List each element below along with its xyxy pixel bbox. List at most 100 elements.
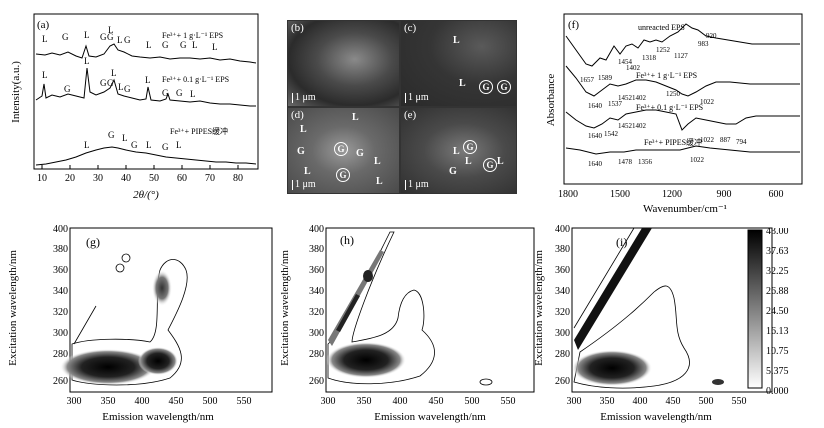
xrd-peak-marks-bot: L G L G L G L bbox=[84, 130, 182, 152]
peak-label: 1640 bbox=[588, 132, 603, 140]
xtick: 450 bbox=[429, 396, 444, 407]
peak-label: 1022 bbox=[690, 156, 705, 164]
ytick: 340 bbox=[53, 286, 68, 297]
colorbar-tick: 32.25 bbox=[766, 266, 789, 277]
phase-mark-L: L bbox=[453, 146, 460, 157]
xrd-panel: (a) Fe³⁺+ 1 g·L⁻¹ EPS Fe³⁺+ 0.1 g·L⁻¹ EP… bbox=[10, 13, 259, 201]
ftir-curve-label: unreacted EPS bbox=[638, 23, 685, 32]
eem-panel-i: (i) bbox=[571, 227, 773, 393]
eem-peak bbox=[326, 342, 406, 378]
colorbar-tick: 0.000 bbox=[766, 386, 789, 396]
phase-mark-G: G bbox=[463, 140, 477, 154]
xtick: 450 bbox=[666, 396, 681, 407]
eem-panel-label: (g) bbox=[86, 235, 100, 249]
xtick: 20 bbox=[65, 173, 75, 184]
ftir-panel: (f) unreacted EPS Fe³⁺+ 1 g·L⁻¹ EPS Fe³⁺… bbox=[545, 13, 803, 215]
scale-bar: 1 μm bbox=[292, 180, 316, 190]
eem-panel-h: (h) bbox=[325, 227, 535, 393]
eem-peak bbox=[572, 350, 652, 386]
eem-ylabel: Excitation wavelength/nm bbox=[534, 250, 545, 366]
xtick: 300 bbox=[321, 396, 336, 407]
xtick: 500 bbox=[465, 396, 480, 407]
xtick: 1200 bbox=[662, 189, 682, 200]
xtick: 70 bbox=[205, 173, 215, 184]
ytick: 300 bbox=[53, 328, 68, 339]
eem-contour bbox=[121, 253, 131, 263]
phase-mark-L: L bbox=[459, 78, 466, 89]
peak-label: 1640 bbox=[588, 102, 603, 110]
ytick: 400 bbox=[309, 224, 324, 235]
peak-label: 1127 bbox=[674, 52, 688, 60]
phase-mark-G: G bbox=[449, 166, 457, 177]
xrd-curve-top bbox=[35, 43, 257, 64]
colorbar-gradient bbox=[747, 229, 763, 389]
peak-mark: G bbox=[107, 32, 114, 42]
eem-panel-label: (h) bbox=[340, 233, 354, 247]
xtick: 500 bbox=[699, 396, 714, 407]
eem-band bbox=[336, 294, 360, 332]
peak-mark: L bbox=[42, 34, 48, 44]
eem-axes-g: 400 380 360 340 320 300 280 260 300 350 … bbox=[7, 224, 252, 423]
colorbar-tick: 37.63 bbox=[766, 246, 789, 257]
peak-label: 1657 bbox=[580, 76, 595, 84]
ytick: 340 bbox=[555, 286, 570, 297]
eem-xticks: 300 350 400 450 500 550 bbox=[321, 396, 516, 407]
peak-label: 1252 bbox=[656, 46, 671, 54]
xtick: 1500 bbox=[610, 189, 630, 200]
phase-mark-L: L bbox=[374, 156, 381, 167]
eem-band bbox=[574, 228, 652, 350]
peak-mark: G bbox=[64, 84, 71, 94]
peak-label: 794 bbox=[736, 138, 747, 146]
ytick: 360 bbox=[555, 265, 570, 276]
xrd-curve-label-top: Fe³⁺+ 1 g·L⁻¹ EPS bbox=[162, 31, 223, 40]
xtick: 550 bbox=[237, 396, 252, 407]
xrd-ylabel: Intensity(a.u.) bbox=[10, 61, 22, 123]
peak-mark: L bbox=[122, 133, 128, 143]
xrd-panel-label: (a) bbox=[37, 19, 50, 31]
scale-bar: 1 μm bbox=[405, 180, 429, 190]
peak-label: 1022 bbox=[700, 136, 715, 144]
colorbar-tick: 16.13 bbox=[766, 326, 789, 337]
xtick: 900 bbox=[717, 189, 732, 200]
ytick: 320 bbox=[53, 307, 68, 318]
eem-yticks: 400 380 360 340 320 300 280 260 bbox=[53, 224, 68, 387]
peak-mark: L bbox=[146, 40, 152, 50]
eem-xlabel: Emission wavelength/nm bbox=[102, 411, 214, 423]
peak-label: 1402 bbox=[632, 122, 647, 130]
eem-axes-i: 400 380 360 340 320 300 280 260 300 350 … bbox=[534, 224, 747, 423]
phase-mark-G: G bbox=[356, 148, 364, 159]
peak-mark: G bbox=[124, 35, 131, 45]
xtick: 40 bbox=[121, 173, 131, 184]
xrd-xlabel: 2θ/(°) bbox=[133, 189, 159, 201]
eem-contour bbox=[327, 231, 435, 385]
ftir-xticks: 1800 1500 1200 900 600 bbox=[558, 189, 784, 200]
peak-label: 1250 bbox=[666, 90, 681, 98]
peak-mark: G bbox=[162, 88, 169, 98]
peak-mark: G bbox=[176, 88, 183, 98]
xtick: 80 bbox=[233, 173, 243, 184]
ftir-curve-01g bbox=[565, 109, 800, 131]
ytick: 260 bbox=[309, 376, 324, 387]
peak-mark: L bbox=[42, 70, 48, 80]
ftir-curve-1g bbox=[565, 65, 800, 97]
eem-panel-g: (g) bbox=[60, 227, 273, 393]
sem-image-e: (e) L G L G G L 1 μm bbox=[400, 107, 517, 194]
peak-mark: G bbox=[62, 32, 69, 42]
ytick: 280 bbox=[555, 349, 570, 360]
eem-peak bbox=[152, 270, 172, 306]
xtick: 50 bbox=[149, 173, 159, 184]
xtick: 500 bbox=[203, 396, 218, 407]
xtick: 450 bbox=[169, 396, 184, 407]
peak-label: 1454 bbox=[618, 58, 633, 66]
sem-label: (b) bbox=[291, 22, 304, 34]
xtick: 30 bbox=[93, 173, 103, 184]
phase-mark-G: G bbox=[297, 146, 305, 157]
colorbar-tick: 24.50 bbox=[766, 306, 789, 317]
eem-colorbar: 43.00 37.63 32.25 26.88 24.50 16.13 10.7… bbox=[747, 228, 789, 396]
peak-mark: G bbox=[100, 32, 107, 42]
peak-mark: L bbox=[212, 42, 218, 52]
colorbar-ticks: 43.00 37.63 32.25 26.88 24.50 16.13 10.7… bbox=[766, 228, 789, 396]
eem-peak bbox=[712, 379, 724, 385]
xrd-curve-label-mid: Fe³⁺+ 0.1 g·L⁻¹ EPS bbox=[162, 75, 229, 84]
xtick: 1800 bbox=[558, 189, 578, 200]
